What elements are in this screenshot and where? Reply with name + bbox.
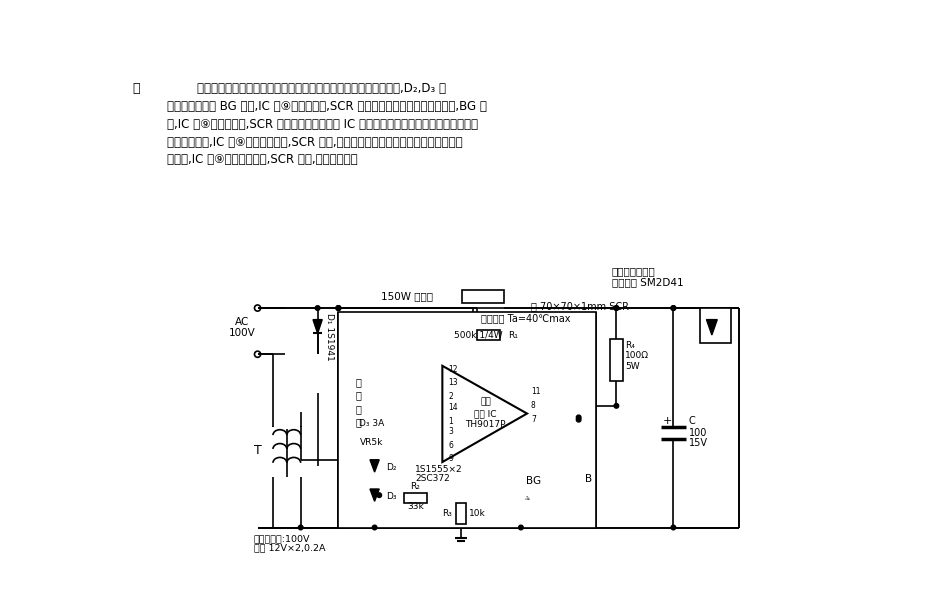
Text: 3: 3	[449, 427, 453, 436]
Text: 100: 100	[689, 428, 707, 438]
Circle shape	[519, 525, 523, 530]
Text: TH9017P: TH9017P	[466, 420, 506, 429]
Text: D₃ 3A: D₃ 3A	[359, 419, 384, 428]
Text: 止,IC 的⑨脚为高电平,SCR 导通。同时集成电路 IC 的输出还受到热敏电阻的控制。温度低: 止,IC 的⑨脚为高电平,SCR 导通。同时集成电路 IC 的输出还受到热敏电阻…	[167, 118, 478, 131]
Bar	[404, 493, 427, 503]
Circle shape	[671, 306, 675, 310]
Text: 采用零电压控制双向可控硅的温度控制电路。当交流电压不为零时,D₂,D₃ 整: 采用零电压控制双向可控硅的温度控制电路。当交流电压不为零时,D₂,D₃ 整	[167, 82, 446, 95]
Text: 33k: 33k	[407, 502, 424, 511]
Text: 瀑成: 瀑成	[480, 398, 491, 406]
Text: 线性 IC: 线性 IC	[474, 409, 496, 418]
Text: 铝散热片 Ta=40℃max: 铝散热片 Ta=40℃max	[480, 313, 570, 323]
Circle shape	[614, 404, 619, 408]
Text: R₂: R₂	[411, 482, 421, 491]
Text: D₂: D₂	[386, 463, 397, 472]
Text: 变压器初级:100V: 变压器初级:100V	[254, 534, 310, 544]
Text: 图: 图	[132, 82, 140, 95]
Circle shape	[577, 415, 581, 420]
Polygon shape	[313, 320, 322, 334]
Text: 稳
压
电
路: 稳 压 电 路	[355, 378, 361, 427]
Bar	[339, 312, 596, 528]
Text: 于设定温度时,IC 的⑨脚输出高电平,SCR 导通,加热器有电流便升温。当温度达到设定温: 于设定温度时,IC 的⑨脚输出高电平,SCR 导通,加热器有电流便升温。当温度达…	[167, 135, 463, 149]
Text: VR5k: VR5k	[360, 439, 383, 447]
Text: 1: 1	[449, 417, 453, 426]
Circle shape	[336, 306, 341, 310]
Text: R₃: R₃	[442, 509, 453, 518]
Text: C: C	[689, 416, 695, 426]
Text: 12: 12	[449, 365, 458, 374]
Circle shape	[336, 306, 341, 310]
Bar	[462, 290, 504, 303]
Circle shape	[315, 306, 320, 310]
Text: 度值时,IC 的⑨脚输出低电平,SCR 关断,加热器无电。: 度值时,IC 的⑨脚输出低电平,SCR 关断,加热器无电。	[167, 153, 357, 167]
Text: 11: 11	[531, 387, 540, 397]
Text: >: >	[522, 494, 531, 502]
Text: 9: 9	[449, 454, 453, 463]
Polygon shape	[370, 460, 379, 472]
Text: D₃: D₃	[386, 492, 397, 501]
Text: R₁: R₁	[508, 331, 518, 340]
Text: 100Ω: 100Ω	[625, 351, 648, 361]
Text: BG: BG	[525, 476, 540, 486]
Bar	[456, 503, 466, 525]
Text: 13: 13	[449, 378, 458, 387]
Polygon shape	[370, 489, 379, 501]
Text: 开关元件 SM2D41: 开关元件 SM2D41	[612, 278, 683, 288]
Circle shape	[614, 306, 619, 310]
Circle shape	[336, 306, 341, 310]
Circle shape	[577, 417, 581, 422]
Text: 10k: 10k	[468, 509, 485, 518]
Bar	[477, 329, 500, 340]
Text: 5W: 5W	[625, 362, 639, 371]
Text: 100V: 100V	[229, 328, 256, 339]
Text: 流输出正电压使 BG 导通,IC 的⑨脚为低电平,SCR 不导通。只有在交流电压为零时,BG 截: 流输出正电压使 BG 导通,IC 的⑨脚为低电平,SCR 不导通。只有在交流电压…	[167, 100, 487, 113]
Text: +: +	[662, 416, 672, 426]
Bar	[701, 308, 731, 343]
Circle shape	[372, 525, 377, 530]
Text: R₄: R₄	[625, 340, 634, 350]
Circle shape	[377, 493, 382, 498]
Text: 150W 加热器: 150W 加热器	[381, 292, 433, 301]
Polygon shape	[706, 320, 717, 335]
Text: 7: 7	[531, 415, 536, 424]
Text: B: B	[585, 474, 592, 484]
Text: 500k 1/4W: 500k 1/4W	[454, 331, 503, 340]
Circle shape	[614, 306, 619, 310]
Text: 2SC372: 2SC372	[415, 475, 450, 484]
Text: 三端双向可控硅: 三端双向可控硅	[612, 266, 656, 276]
Circle shape	[671, 306, 675, 310]
Text: D₁ 1S1941: D₁ 1S1941	[326, 314, 334, 361]
Text: 15V: 15V	[689, 438, 708, 448]
Text: 2: 2	[449, 392, 453, 401]
Text: AC: AC	[235, 317, 249, 327]
Bar	[610, 339, 622, 381]
Text: T: T	[254, 444, 261, 457]
Circle shape	[299, 525, 303, 530]
Circle shape	[671, 525, 675, 530]
Text: 1S1555×2: 1S1555×2	[415, 465, 463, 474]
Bar	[344, 323, 389, 466]
Text: 8: 8	[531, 401, 536, 411]
Text: 6: 6	[449, 440, 453, 450]
Text: 次级 12V×2,0.2A: 次级 12V×2,0.2A	[254, 543, 326, 552]
Text: 带 70×70×1mm SCR: 带 70×70×1mm SCR	[531, 301, 629, 310]
Text: 14: 14	[449, 403, 458, 412]
